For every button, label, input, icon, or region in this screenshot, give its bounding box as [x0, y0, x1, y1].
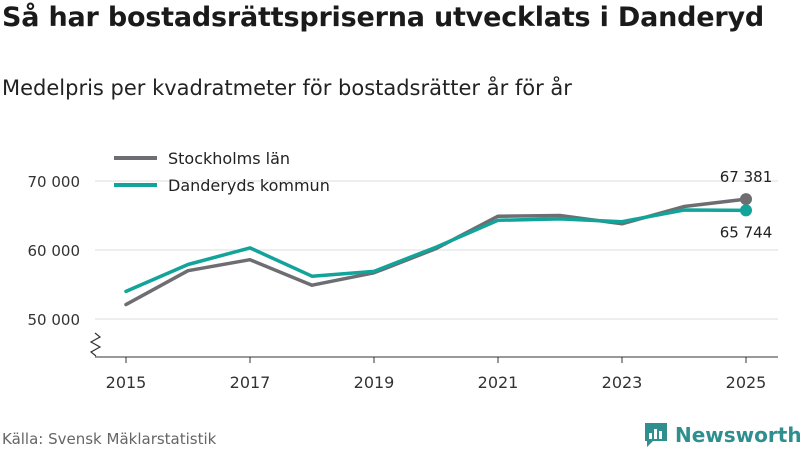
y-tick-label-60000: 60 000 [28, 242, 81, 260]
y-tick-label-50000: 50 000 [28, 311, 81, 329]
end-label-danderyd: 65 744 [720, 223, 773, 241]
y-tick-label-70000: 70 000 [28, 173, 81, 191]
x-tick-label-2017: 2017 [230, 373, 271, 392]
series-end-point-stockholm [740, 193, 752, 206]
brand-name: Newsworthy [675, 423, 800, 447]
axis-break-icon [89, 332, 102, 357]
series-end-point-danderyd [740, 204, 752, 217]
legend-label-stockholm: Stockholms län [168, 149, 290, 168]
chart-title: Så har bostadsrättspriserna utvecklats i… [2, 2, 764, 33]
chart-subtitle: Medelpris per kvadratmeter för bostadsrä… [2, 76, 572, 100]
source-note: Källa: Svensk Mäklarstatistik [2, 430, 217, 448]
line-chart: 50 000 60 000 70 000 2015 2017 2019 2021 2023 20… [28, 149, 778, 392]
legend-label-danderyd: Danderyds kommun [168, 176, 330, 195]
x-tick-label-2015: 2015 [106, 373, 147, 392]
x-tick-label-2025: 2025 [726, 373, 767, 392]
brand-logo: Newsworthy [643, 420, 800, 450]
x-tick-label-2023: 2023 [602, 373, 643, 392]
axis-layer: 50 000 60 000 70 000 2015 2017 2019 2021 2023 20… [28, 173, 778, 392]
series-line-danderyd [124, 208, 748, 294]
label-layer: 67 381 65 744 [720, 168, 773, 241]
legend: Stockholms län Danderyds kommun [114, 149, 330, 195]
newsworthy-logo-icon [645, 423, 667, 447]
x-tick-label-2021: 2021 [478, 373, 519, 392]
end-label-stockholm: 67 381 [720, 168, 773, 186]
x-tick-label-2019: 2019 [354, 373, 395, 392]
series-layer [124, 193, 752, 307]
